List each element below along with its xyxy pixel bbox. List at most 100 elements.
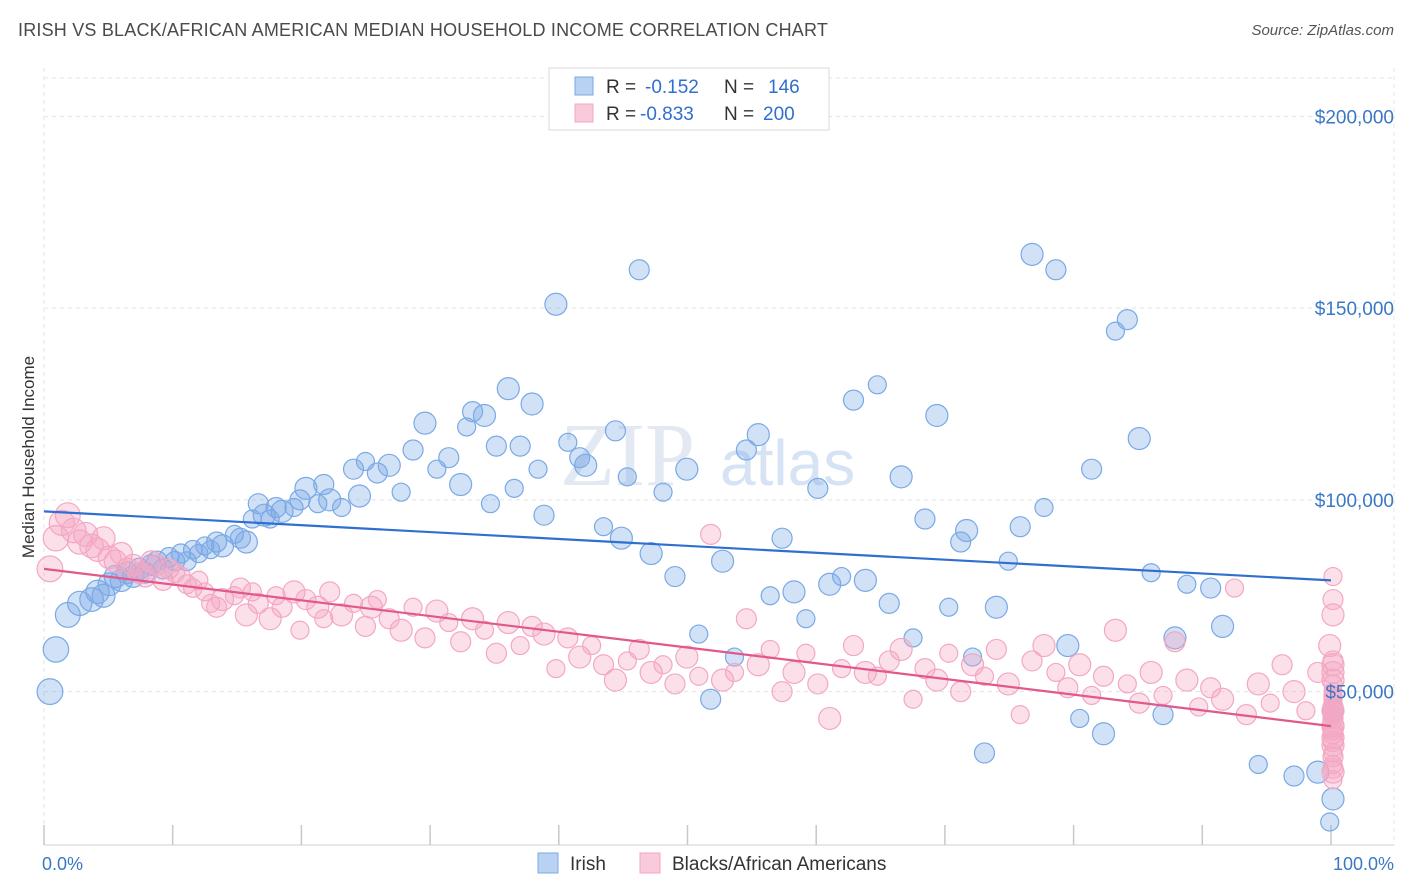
data-point	[1127, 426, 1151, 451]
y-axis-label: Median Household Income	[19, 356, 38, 558]
data-point	[1210, 687, 1235, 711]
data-point	[546, 658, 566, 679]
data-point	[1210, 614, 1235, 639]
data-point	[914, 508, 936, 530]
data-point	[1070, 708, 1090, 729]
data-point	[1045, 259, 1067, 281]
data-point	[998, 551, 1018, 571]
bottom-legend-swatch-black	[639, 852, 661, 874]
data-point	[878, 592, 900, 614]
data-point	[109, 541, 134, 566]
data-point	[391, 482, 411, 502]
irish-points	[36, 242, 1345, 832]
data-point	[520, 392, 544, 416]
data-point	[1068, 653, 1092, 677]
data-point	[1323, 697, 1343, 717]
data-point	[290, 620, 310, 640]
data-point	[544, 292, 568, 316]
data-point	[509, 435, 531, 457]
data-point	[914, 657, 936, 680]
data-point	[925, 403, 949, 428]
data-point	[496, 610, 520, 635]
data-point	[533, 504, 555, 526]
data-point	[1139, 660, 1163, 685]
legend-n-label-1: N =	[724, 77, 754, 98]
data-point	[1321, 653, 1345, 677]
data-point	[1323, 566, 1343, 587]
data-point	[878, 650, 900, 672]
data-point	[889, 637, 913, 662]
data-point	[270, 499, 294, 523]
data-point	[1320, 812, 1340, 832]
data-point	[974, 666, 995, 686]
data-point	[389, 618, 413, 642]
data-point	[347, 484, 372, 508]
data-point	[1200, 577, 1222, 599]
y-tick-label: $50,000	[1325, 683, 1394, 704]
y-axis-tick-labels: $50,000 $100,000 $150,000 $200,000	[1315, 107, 1394, 703]
data-point	[1175, 668, 1199, 692]
data-point	[807, 673, 829, 695]
data-point	[402, 439, 424, 461]
data-point	[1177, 574, 1197, 594]
data-point	[617, 467, 637, 487]
data-point	[628, 259, 650, 281]
data-point	[1032, 633, 1056, 658]
data-point	[1224, 578, 1245, 598]
data-point	[832, 566, 852, 587]
data-point	[735, 608, 757, 630]
data-point	[771, 680, 793, 703]
data-point	[689, 666, 709, 686]
data-point	[985, 638, 1007, 661]
data-point	[1321, 603, 1345, 627]
data-point	[528, 459, 548, 479]
data-point	[91, 583, 116, 608]
data-point	[1321, 733, 1345, 757]
data-point	[818, 572, 842, 596]
data-point	[867, 375, 887, 395]
data-point	[1322, 696, 1344, 718]
data-point	[414, 627, 436, 649]
data-point	[557, 627, 579, 649]
data-point	[85, 537, 110, 562]
data-point	[1009, 516, 1031, 538]
data-point	[903, 689, 923, 709]
data-point	[140, 550, 163, 573]
data-point	[450, 631, 472, 653]
data-point	[438, 447, 460, 469]
data-point	[1164, 631, 1186, 653]
data-point	[332, 497, 352, 518]
data-point	[1282, 679, 1306, 704]
data-point	[903, 628, 923, 648]
data-point	[996, 672, 1020, 696]
source-label: Source: ZipAtlas.com	[1251, 22, 1394, 39]
data-point	[603, 668, 628, 692]
data-point	[771, 527, 793, 549]
bottom-legend-black: Blacks/African Americans	[672, 854, 886, 875]
legend-n-label-2: N =	[724, 104, 754, 125]
data-point	[1248, 754, 1268, 775]
trend-line	[43, 567, 1332, 728]
data-point	[314, 609, 334, 629]
legend-r-label-1: R =	[606, 77, 636, 98]
data-point	[247, 493, 269, 515]
chart-title: IRISH VS BLACK/AFRICAN AMERICAN MEDIAN H…	[18, 20, 829, 40]
data-point	[675, 457, 699, 481]
data-point	[1091, 722, 1116, 746]
data-point	[313, 473, 335, 496]
data-point	[818, 706, 842, 731]
data-point	[653, 482, 673, 502]
data-point	[558, 432, 578, 452]
data-point	[574, 453, 598, 477]
data-point	[1323, 681, 1343, 702]
bottom-legend: Irish Blacks/African Americans	[537, 852, 886, 875]
data-point	[1321, 660, 1345, 685]
data-point	[1321, 787, 1345, 811]
data-point	[807, 477, 829, 499]
data-point	[1117, 674, 1137, 694]
legend-box: R = -0.152 N = 146 R = -0.833 N = 200	[548, 67, 830, 131]
data-point	[532, 622, 556, 646]
data-point	[342, 458, 365, 480]
data-point	[664, 673, 686, 695]
